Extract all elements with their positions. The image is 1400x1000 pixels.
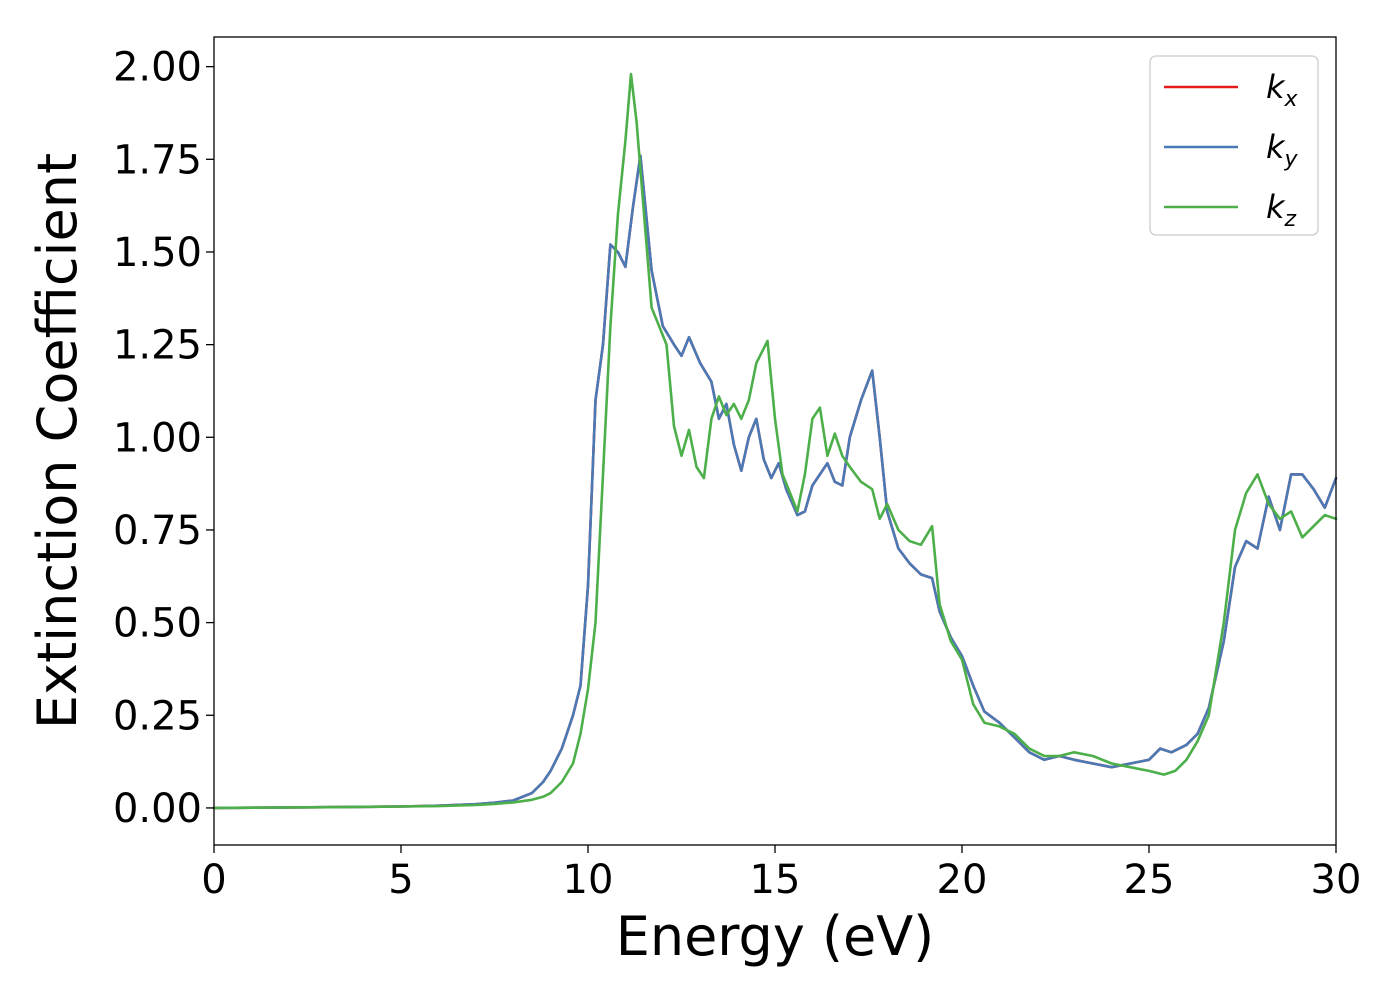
x-tick-label: 15 [750,857,801,903]
y-tick-label: 2.00 [113,45,202,91]
x-axis-title: Energy (eV) [616,905,935,968]
series-line-y [212,154,1338,810]
y-axis: 0.00 0.25 0.50 0.75 1.00 1.25 1.50 1.75 2.00 [113,45,214,832]
x-tick-label: 30 [1311,857,1362,903]
y-tick-label: 0.50 [113,601,202,647]
legend-label-base: k [1266,188,1286,226]
x-tick-label: 5 [388,857,413,903]
y-tick-label: 1.50 [113,230,202,276]
x-tick-label: 10 [563,857,614,903]
series-line-z [212,72,1338,810]
legend-label-z: kz [1266,188,1297,232]
x-tick-label: 0 [201,857,226,903]
y-tick-label: 1.25 [113,323,202,369]
legend-label-x: kx [1266,68,1299,112]
y-tick-label: 0.25 [113,693,202,739]
legend-label-y: ky [1266,128,1299,172]
legend-label-sub: x [1284,87,1299,112]
plot-area [214,37,1336,845]
x-tick-label: 25 [1124,857,1175,903]
legend-label-sub: z [1284,207,1297,232]
legend-box [1149,55,1319,236]
legend-label-sub: y [1284,147,1299,172]
legend-label-base: k [1266,128,1286,166]
y-tick-label: 1.75 [113,137,202,183]
series-layer [212,72,1338,810]
legend-label-base: k [1266,68,1286,106]
x-tick-label: 20 [937,857,988,903]
y-tick-label: 0.75 [113,508,202,554]
y-tick-label: 1.00 [113,415,202,461]
y-axis-title: Extinction Coefficient [26,153,89,729]
x-axis: 0 5 10 15 20 25 30 [201,845,1361,903]
y-tick-label: 0.00 [113,786,202,832]
